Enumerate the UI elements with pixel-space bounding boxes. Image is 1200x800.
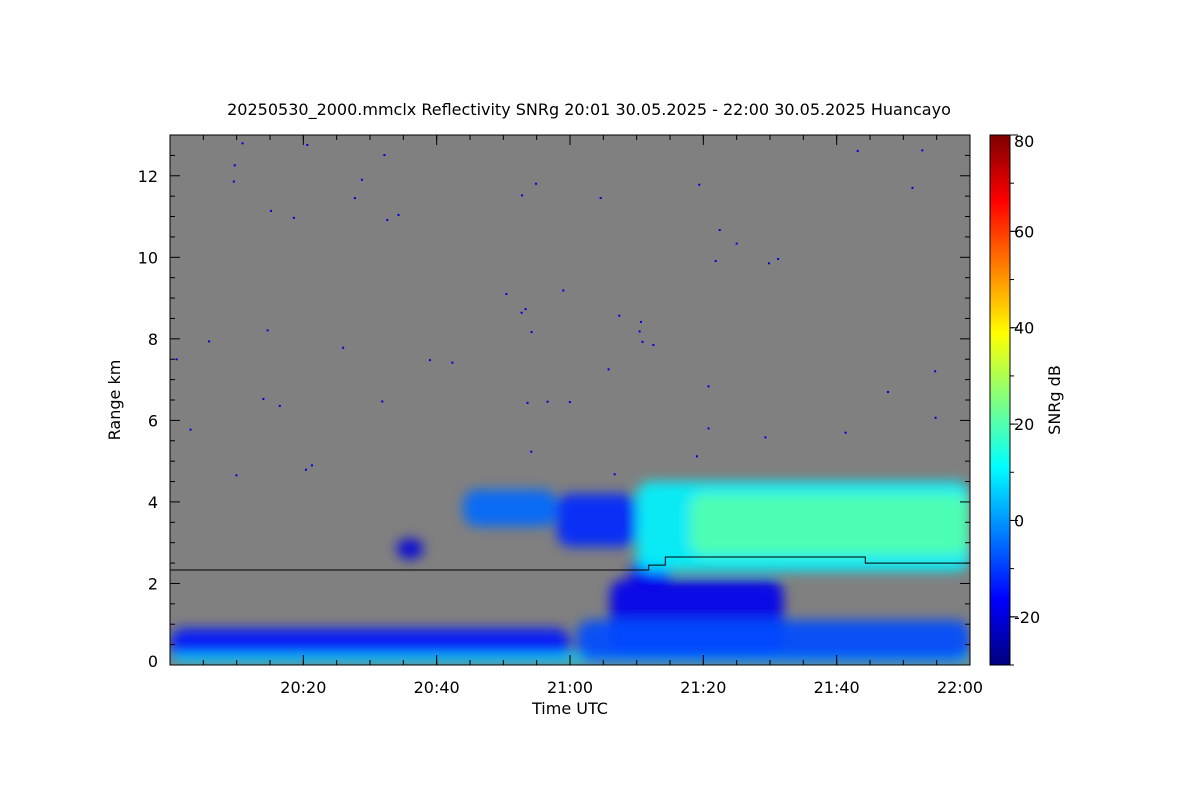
colorbar-tick-label: 20 — [1014, 415, 1034, 434]
colorbar-tick-label: 80 — [1014, 132, 1034, 151]
speckle — [638, 330, 641, 333]
speckle — [714, 260, 717, 263]
chart-title: 20250530_2000.mmclx Reflectivity SNRg 20… — [227, 100, 951, 120]
speckle — [613, 473, 616, 476]
speckle — [342, 346, 345, 349]
echo-region — [690, 493, 970, 555]
speckle — [641, 340, 644, 343]
speckle — [353, 197, 356, 200]
speckle — [381, 400, 384, 403]
speckle — [856, 149, 859, 152]
x-tick-label: 22:00 — [937, 678, 983, 697]
speckle — [175, 358, 178, 361]
colorbar-tick-label: 0 — [1014, 511, 1024, 530]
y-axis-label: Range km — [105, 360, 124, 441]
speckle — [707, 427, 710, 430]
speckle — [428, 359, 431, 362]
speckle — [764, 436, 767, 439]
speckle — [505, 293, 508, 296]
speckle — [568, 401, 571, 404]
speckle — [599, 197, 602, 200]
y-tick-label: 2 — [148, 574, 158, 593]
colorbar-tick-label: 40 — [1014, 319, 1034, 338]
speckle — [266, 329, 269, 332]
speckle — [735, 242, 738, 245]
speckle — [304, 468, 307, 471]
echo-region — [556, 493, 637, 547]
speckle — [189, 428, 192, 431]
y-tick-label: 6 — [148, 411, 158, 430]
y-tick-label: 0 — [148, 652, 158, 671]
speckle — [232, 180, 235, 183]
x-tick-label: 21:40 — [814, 678, 860, 697]
speckle — [535, 182, 538, 185]
speckle — [526, 401, 529, 404]
echo-region — [170, 628, 570, 661]
speckle — [208, 340, 211, 343]
speckle — [306, 144, 309, 147]
cloud-base-line — [170, 556, 970, 571]
x-tick-label: 20:20 — [280, 678, 326, 697]
speckle — [292, 216, 295, 219]
x-tick-label: 20:40 — [414, 678, 460, 697]
speckle — [718, 229, 721, 232]
echo-region — [396, 538, 424, 559]
speckle — [887, 390, 890, 393]
x-tick-label: 21:00 — [547, 678, 593, 697]
colorbar-tick-label: 60 — [1014, 222, 1034, 241]
speckle — [777, 257, 780, 260]
speckle — [652, 343, 655, 346]
colorbar — [989, 134, 1011, 666]
colorbar-axis: -20 0 20 40 60 80 — [1010, 132, 1040, 666]
speckle — [451, 361, 454, 364]
speckle — [707, 385, 710, 388]
y-tick-label: 8 — [148, 330, 158, 349]
speckle — [520, 311, 523, 314]
speckle — [241, 142, 244, 145]
speckle — [767, 262, 770, 265]
speckle — [262, 397, 265, 400]
echo-region — [576, 620, 970, 661]
speckle — [934, 370, 937, 373]
speckle — [310, 464, 313, 467]
speckle — [530, 331, 533, 334]
plot-background — [170, 135, 970, 665]
speckle — [911, 186, 914, 189]
colorbar-tick-label: -20 — [1014, 608, 1040, 627]
colorbar-label: SNRg dB — [1045, 365, 1064, 435]
echo-regions — [170, 481, 970, 663]
speckle — [233, 164, 236, 167]
speckle — [698, 183, 701, 186]
y-tick-label: 4 — [148, 493, 158, 512]
speckle — [639, 320, 642, 323]
noise-speckles — [175, 142, 937, 477]
y-axis: 0 2 4 6 8 10 12 — [138, 154, 970, 671]
speckle — [844, 431, 847, 434]
speckle — [695, 455, 698, 458]
speckle — [546, 400, 549, 403]
speckle — [278, 404, 281, 407]
speckle — [397, 213, 400, 216]
speckle — [530, 450, 533, 453]
y-tick-label: 12 — [138, 167, 158, 186]
speckle — [618, 314, 621, 317]
x-tick-label: 21:20 — [680, 678, 726, 697]
speckle — [270, 209, 273, 212]
speckle — [607, 368, 610, 371]
speckle — [521, 194, 524, 197]
speckle — [383, 153, 386, 156]
speckle — [921, 149, 924, 152]
speckle — [934, 416, 937, 419]
echo-region — [463, 489, 557, 527]
speckle — [235, 474, 238, 477]
speckle — [524, 308, 527, 311]
y-tick-label: 10 — [138, 248, 158, 267]
x-axis: 20:20 20:40 21:00 21:20 21:40 22:00 — [202, 135, 983, 697]
speckle — [386, 218, 389, 221]
speckle — [562, 289, 565, 292]
x-axis-label: Time UTC — [531, 699, 608, 718]
speckle — [360, 178, 363, 181]
